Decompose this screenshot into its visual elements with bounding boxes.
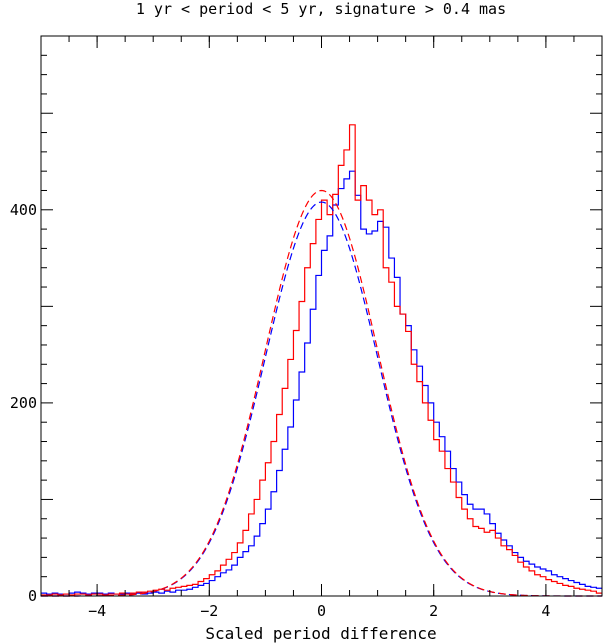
y-tick-label: 400 bbox=[10, 201, 37, 219]
x-tick-label: 2 bbox=[429, 602, 438, 620]
histogram-series-1 bbox=[41, 170, 602, 595]
x-tick-label: −2 bbox=[200, 602, 218, 620]
x-tick-label: 0 bbox=[317, 602, 326, 620]
gaussian-curve-layer bbox=[41, 189, 602, 597]
histogram-layer bbox=[41, 124, 602, 596]
y-tick-label: 0 bbox=[28, 587, 37, 605]
x-tick-label: −4 bbox=[88, 602, 106, 620]
gaussian-curve-2 bbox=[41, 189, 602, 597]
x-axis-label: Scaled period difference bbox=[205, 624, 436, 643]
x-tick-label: 4 bbox=[541, 602, 550, 620]
histogram-series-2 bbox=[41, 124, 602, 596]
y-tick-label: 200 bbox=[10, 394, 37, 412]
axes: −4 −2 0 2 4 0 200 400 bbox=[10, 35, 603, 620]
plot-frame bbox=[40, 35, 603, 597]
chart-title: 1 yr < period < 5 yr, signature > 0.4 ma… bbox=[136, 0, 506, 18]
